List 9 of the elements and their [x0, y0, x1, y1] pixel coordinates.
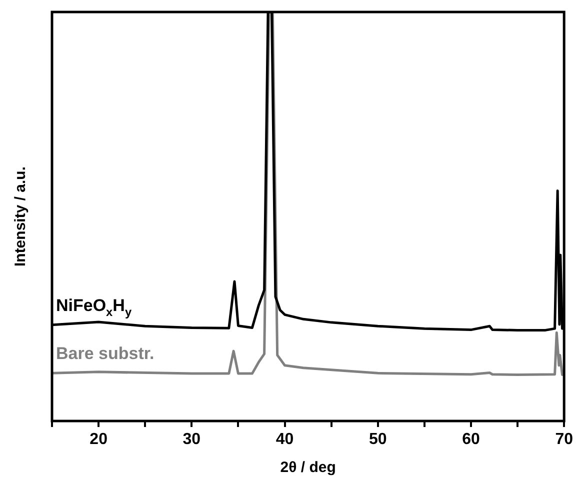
x-tick-label: 40	[276, 431, 294, 448]
x-tick-label: 30	[182, 431, 201, 448]
x-axis-title: 2θ / deg	[280, 459, 336, 476]
series-label: Bare substr.	[56, 344, 154, 364]
y-axis-title: Intensity / a.u.	[12, 166, 30, 267]
x-tick-label: 20	[90, 431, 108, 448]
x-tick-label: 60	[462, 431, 480, 448]
x-tick-label: 50	[368, 431, 387, 448]
x-tick-label: 70	[555, 431, 574, 448]
